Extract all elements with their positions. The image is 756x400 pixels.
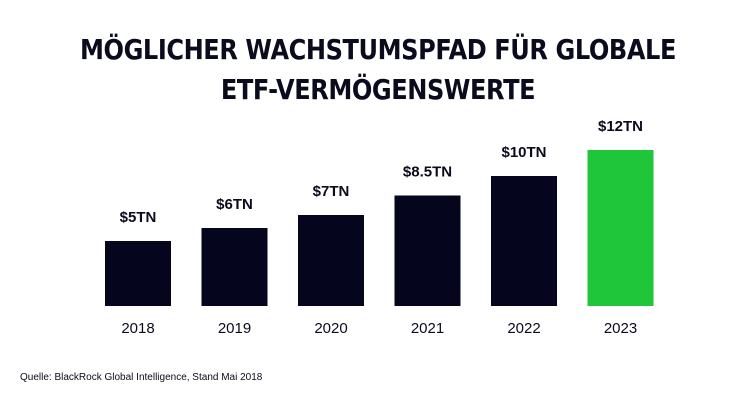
data-label-2018: $5TN	[120, 209, 157, 226]
x-tick-label-2020: 2020	[314, 320, 347, 337]
bar-2021	[394, 195, 461, 306]
chart-title-line-1: MÖGLICHER WACHSTUMSPFAD FÜR GLOBALE	[79, 33, 676, 66]
source-note: Quelle: BlackRock Global Intelligence, S…	[20, 372, 263, 383]
x-tick-label-2021: 2021	[411, 320, 444, 337]
data-label-2022: $10TN	[501, 144, 546, 161]
bar-2023	[587, 150, 654, 306]
x-tick-label-2018: 2018	[121, 320, 154, 337]
x-tick-label-2022: 2022	[507, 320, 540, 337]
chart-title: MÖGLICHER WACHSTUMSPFAD FÜR GLOBALE ETF-…	[53, 30, 703, 110]
bar-2020	[298, 215, 364, 306]
x-tick-label-2023: 2023	[604, 320, 637, 337]
data-label-2019: $6TN	[216, 196, 253, 213]
bar-2019	[201, 228, 268, 306]
data-label-2023: $12TN	[598, 118, 643, 135]
chart-title-line-2: ETF-VERMÖGENSWERTE	[220, 73, 536, 106]
x-tick-label-2019: 2019	[218, 320, 251, 337]
data-label-2020: $7TN	[313, 183, 350, 200]
bar-2022	[491, 176, 557, 306]
bar-2018	[105, 241, 171, 306]
data-label-2021: $8.5TN	[403, 164, 452, 181]
